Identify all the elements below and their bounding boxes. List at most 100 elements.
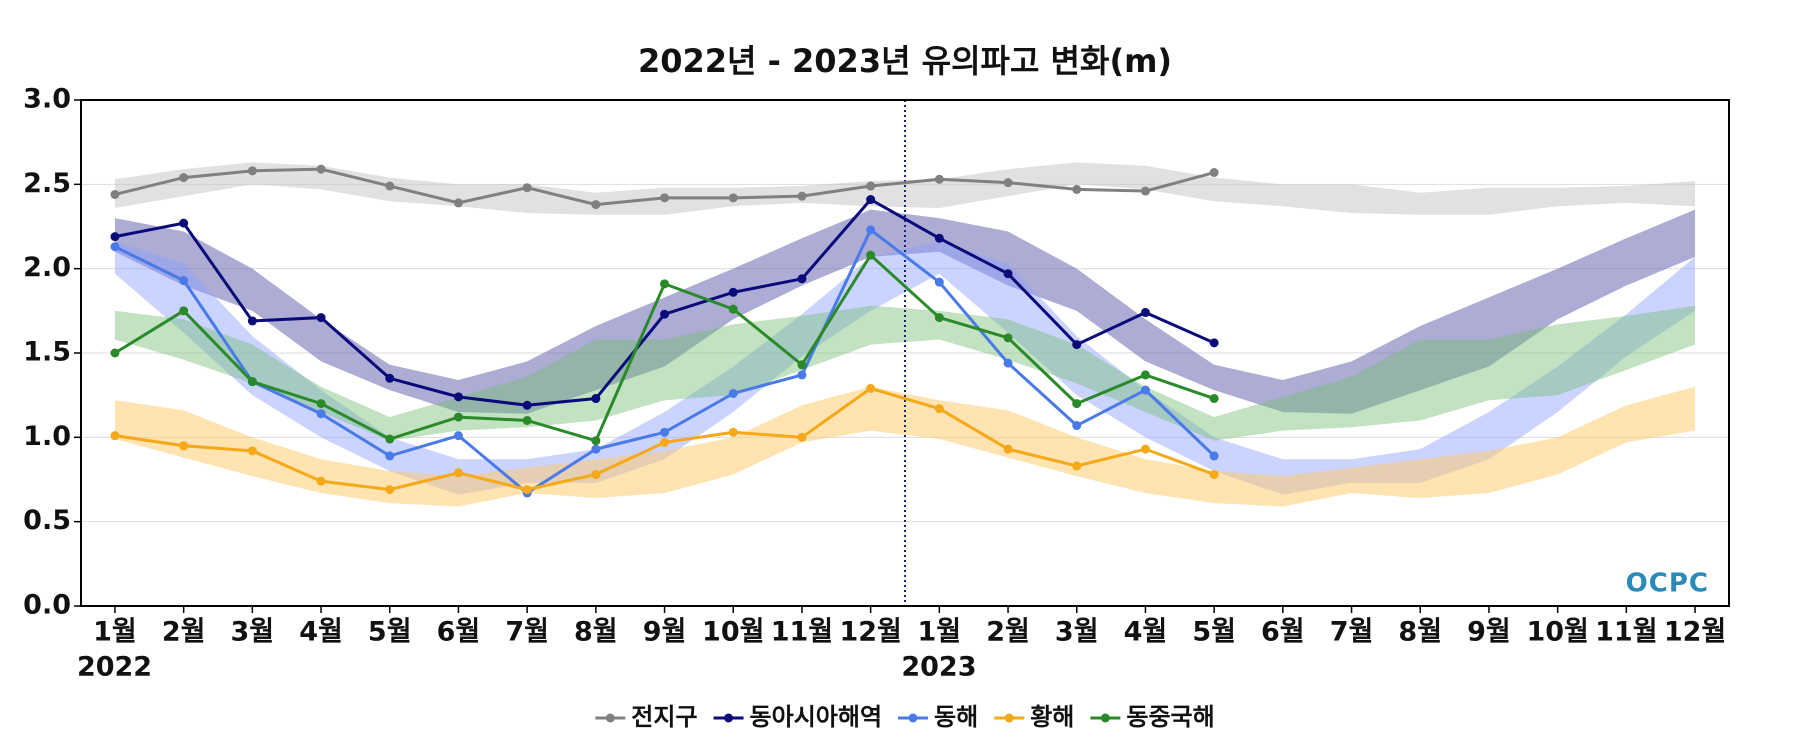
x-tick-label: 6월: [437, 617, 481, 648]
data-point: [1209, 168, 1219, 178]
data-point: [316, 409, 326, 419]
x-tick-label: 4월: [299, 617, 343, 648]
x-tick-label: 9월: [1467, 617, 1511, 648]
range-band: [114, 386, 1696, 507]
legend-item: 황해: [994, 703, 1074, 731]
data-point: [728, 287, 738, 297]
x-tick-label: 2월: [986, 617, 1030, 648]
y-tick-label: 1.0: [23, 421, 71, 452]
legend-item: 동아시아해역: [713, 703, 882, 731]
x-tick-label: 3월: [1055, 617, 1099, 648]
x-tick-label: 7월: [1330, 617, 1374, 648]
data-point: [1209, 394, 1219, 404]
chart-title: 2022년 - 2023년 유의파고 변화(m): [638, 42, 1172, 80]
data-point: [866, 225, 876, 235]
legend-label: 황해: [1030, 703, 1074, 731]
data-point: [591, 394, 601, 404]
data-point: [453, 392, 463, 402]
range-band: [114, 305, 1696, 441]
data-point: [385, 181, 395, 191]
x-tick-label: 9월: [643, 617, 687, 648]
data-point: [934, 404, 944, 414]
data-point: [1140, 186, 1150, 196]
data-point: [1072, 399, 1082, 409]
data-point: [1003, 178, 1013, 188]
data-point: [179, 441, 189, 451]
data-point: [934, 313, 944, 323]
plot-frame: [80, 99, 1730, 607]
x-tick-label: 3월: [231, 617, 275, 648]
x-tick-label: 10월: [1526, 617, 1588, 648]
data-point: [1140, 370, 1150, 380]
data-point: [797, 360, 807, 370]
data-point: [866, 250, 876, 260]
legend: 전지구 동아시아해역 동해 황해 동중국해: [595, 703, 1215, 731]
data-point: [660, 437, 670, 447]
data-point: [247, 377, 257, 387]
legend-item: 동중국해: [1090, 703, 1215, 731]
data-point: [522, 183, 532, 193]
data-point: [660, 309, 670, 319]
x-tick-label: 11월: [771, 617, 833, 648]
data-point: [453, 431, 463, 441]
data-point: [660, 427, 670, 437]
data-point: [1003, 358, 1013, 368]
data-point: [1003, 269, 1013, 279]
data-point: [247, 166, 257, 176]
data-point: [591, 436, 601, 446]
legend-label: 동해: [934, 703, 978, 731]
data-point: [179, 306, 189, 316]
data-point: [728, 388, 738, 398]
data-point: [179, 275, 189, 285]
data-point: [1072, 461, 1082, 471]
data-point: [866, 383, 876, 393]
data-point: [1140, 444, 1150, 454]
legend-marker: [908, 713, 918, 723]
x-tick-label: 8월: [1398, 617, 1442, 648]
data-point: [866, 195, 876, 205]
data-point: [316, 476, 326, 486]
data-point: [316, 313, 326, 323]
data-point: [179, 173, 189, 183]
y-tick-label: 2.5: [23, 168, 71, 199]
data-point: [110, 242, 120, 252]
legend-label: 동중국해: [1126, 703, 1214, 731]
data-point: [110, 189, 120, 199]
data-point: [1072, 340, 1082, 350]
data-point: [1072, 184, 1082, 194]
legend-marker: [724, 713, 734, 723]
legend-item: 전지구: [595, 703, 698, 731]
data-point: [247, 446, 257, 456]
data-point: [453, 198, 463, 208]
data-point: [591, 444, 601, 454]
data-point: [1209, 338, 1219, 348]
data-point: [797, 274, 807, 284]
x-tick-label: 5월: [368, 617, 412, 648]
legend-marker: [1100, 713, 1110, 723]
y-tick-label: 1.5: [23, 337, 71, 368]
data-point: [660, 279, 670, 289]
legend-label: 동아시아해역: [750, 703, 882, 731]
data-point: [591, 469, 601, 479]
data-point: [385, 485, 395, 495]
legend-marker: [1004, 713, 1014, 723]
data-point: [110, 431, 120, 441]
data-point: [797, 191, 807, 201]
x-tick-label: 11월: [1595, 617, 1657, 648]
legend-marker: [605, 713, 615, 723]
data-point: [1140, 385, 1150, 395]
data-point: [1072, 421, 1082, 431]
data-point: [385, 451, 395, 461]
data-point: [110, 232, 120, 242]
data-point: [316, 164, 326, 174]
legend-label: 전지구: [631, 703, 697, 731]
x-tick-label: 5월: [1192, 617, 1236, 648]
x-tick-label: 6월: [1261, 617, 1305, 648]
logo: OCPC: [1626, 569, 1709, 599]
year-label: 2022: [77, 652, 152, 683]
data-point: [866, 181, 876, 191]
data-point: [247, 316, 257, 326]
x-tick-label: 12월: [1664, 617, 1726, 648]
x-tick-label: 1월: [918, 617, 962, 648]
